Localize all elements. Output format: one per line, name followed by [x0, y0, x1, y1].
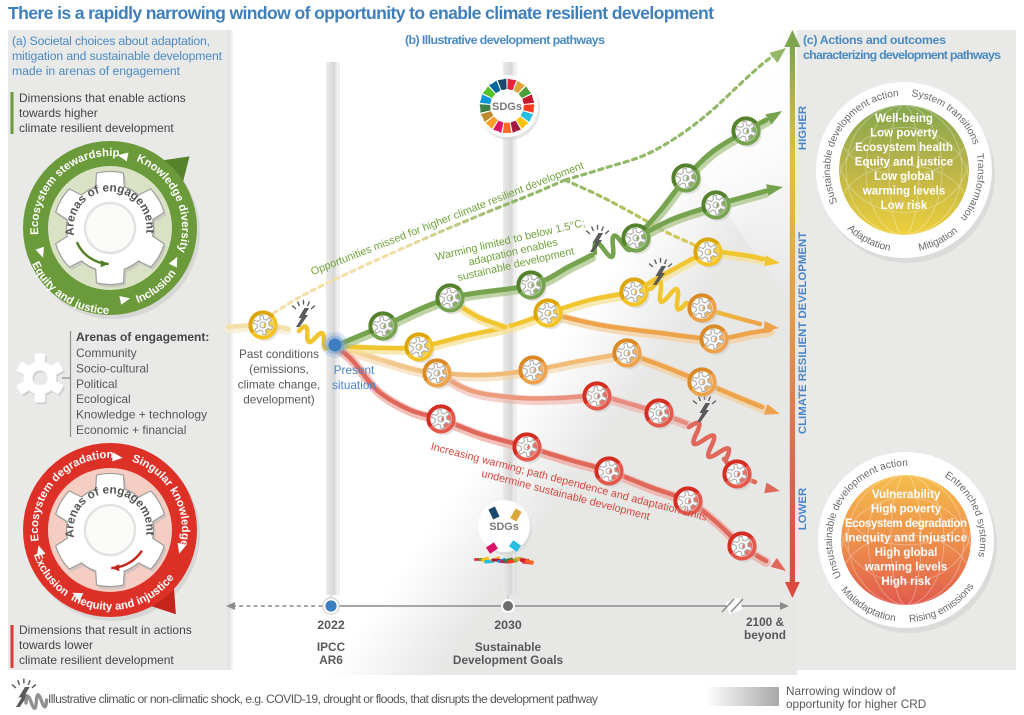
- svg-text:SDGs: SDGs: [489, 521, 518, 533]
- svg-text:Arenas of engagement: Communit: Arenas of engagement: Community Socio-cul…: [76, 330, 213, 437]
- svg-text:Sustainable: Sustainable: [475, 640, 542, 654]
- svg-text:IPCC: IPCC: [317, 640, 346, 654]
- svg-text:beyond: beyond: [744, 628, 786, 642]
- svg-text:2100 &: 2100 &: [746, 615, 785, 629]
- svg-text:(c) Actions and outcomes chara: (c) Actions and outcomes characterizing …: [803, 33, 1001, 62]
- svg-text:There is a rapidly narrowing w: There is a rapidly narrowing window of o…: [8, 3, 714, 23]
- svg-text:SDGs: SDGs: [492, 101, 522, 113]
- svg-text:Past conditions: Past conditions: [239, 347, 319, 361]
- svg-text:2030: 2030: [494, 618, 522, 632]
- svg-text:2022: 2022: [317, 618, 345, 632]
- svg-text:Dimensions that result in acti: Dimensions that result in actions toward…: [19, 623, 195, 667]
- svg-text:HIGHER: HIGHER: [797, 106, 809, 150]
- svg-text:(b) Illustrative development p: (b) Illustrative development pathways: [405, 33, 605, 47]
- svg-text:Dimensions that enable actions: Dimensions that enable actions towards h…: [19, 91, 189, 135]
- svg-text:Present: Present: [334, 363, 375, 377]
- svg-text:CLIMATE RESILIENT DEVELOPMENT: CLIMATE RESILIENT DEVELOPMENT: [797, 232, 809, 434]
- svg-text:climate change,: climate change,: [238, 377, 321, 391]
- svg-text:AR6: AR6: [319, 653, 343, 667]
- svg-text:Illustrative climatic or non-c: Illustrative climatic or non-climatic sh…: [48, 692, 599, 706]
- svg-text:situation: situation: [332, 378, 376, 392]
- svg-text:Development Goals: Development Goals: [453, 653, 564, 667]
- svg-text:(a) Societal choices about ada: (a) Societal choices about adaptation, m…: [12, 34, 225, 78]
- svg-text:LOWER: LOWER: [797, 488, 809, 530]
- svg-text:development): development): [243, 393, 315, 407]
- svg-text:(emissions,: (emissions,: [249, 362, 309, 376]
- svg-text:Narrowing window of opportunit: Narrowing window of opportunity for high…: [786, 684, 926, 711]
